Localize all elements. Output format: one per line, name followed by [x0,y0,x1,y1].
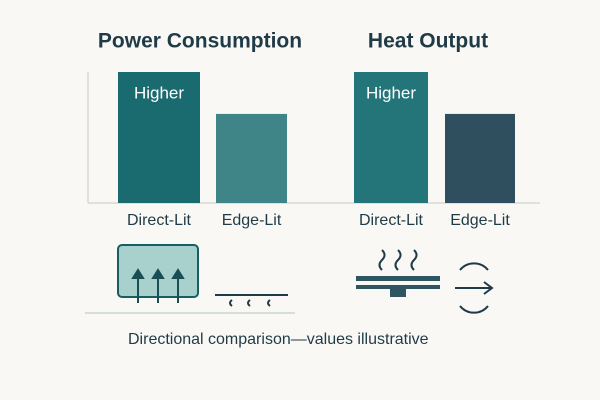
x-tick-label: Direct-Lit [127,212,192,229]
footnote: Directional comparison—values illustrati… [128,331,429,348]
x-tick-label: Direct-Lit [359,212,424,229]
bar [354,72,428,203]
x-tick-label: Edge-Lit [450,212,510,229]
direct-lit-icon [117,244,199,303]
bar [445,113,515,203]
airflow-icon [455,262,494,314]
chart-title: Power Consumption [98,30,302,53]
x-tick-label: Edge-Lit [222,212,282,229]
bar-annotation: Higher [134,83,184,102]
bar [118,72,200,203]
edge-lit-icon [215,294,288,307]
bar [216,113,287,203]
heat-icon [356,249,440,297]
chart-title: Heat Output [368,30,488,53]
bar-annotation: Higher [366,83,416,102]
